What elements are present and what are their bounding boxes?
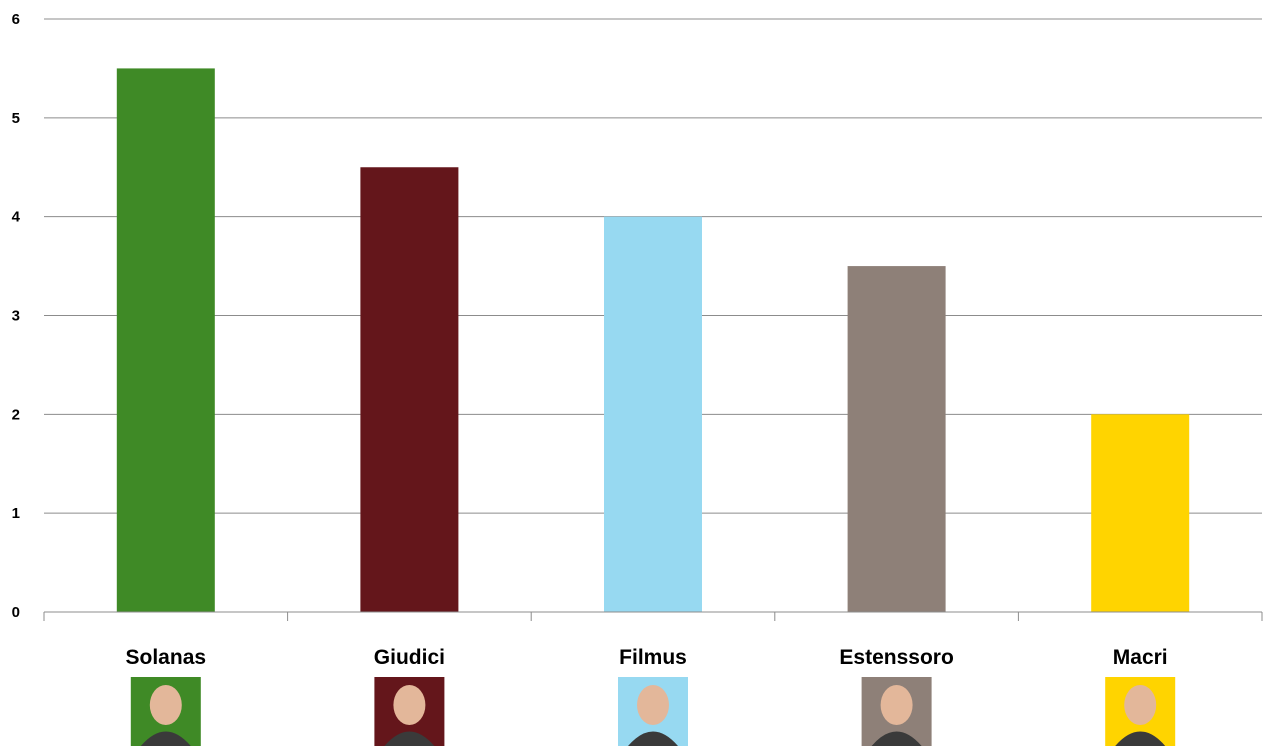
y-tick-label: 3 bbox=[12, 308, 20, 325]
category-label: Solanas bbox=[126, 646, 207, 669]
x-axis bbox=[43, 611, 1263, 621]
portrait-face bbox=[637, 685, 669, 725]
y-tick-label: 2 bbox=[12, 406, 20, 423]
category-label: Estenssoro bbox=[839, 646, 953, 669]
category-labels: Solanas Giudici Filmus Estenssoro Macri bbox=[126, 646, 1168, 669]
portrait-shoulders bbox=[384, 731, 435, 746]
category-portraits bbox=[130, 677, 1176, 746]
y-tick-label: 0 bbox=[12, 604, 20, 621]
category-label: Giudici bbox=[374, 646, 445, 669]
portrait-solanas bbox=[130, 677, 201, 746]
y-tick-label: 4 bbox=[12, 209, 21, 226]
y-axis-tick-labels: 0 1 2 3 4 5 6 bbox=[12, 11, 21, 621]
category-label: Macri bbox=[1113, 646, 1168, 669]
category-label: Filmus bbox=[619, 646, 687, 669]
portrait-shoulders bbox=[628, 731, 678, 746]
portrait-filmus bbox=[618, 677, 688, 746]
portrait-estenssoro bbox=[861, 677, 932, 746]
bar-solanas bbox=[116, 68, 215, 612]
portrait-shoulders bbox=[140, 731, 191, 746]
bar-giudici bbox=[360, 167, 459, 612]
portrait-face bbox=[880, 685, 913, 725]
y-tick-label: 1 bbox=[12, 505, 20, 522]
portrait-face bbox=[393, 685, 426, 725]
portrait-face bbox=[149, 685, 182, 725]
bar-estenssoro bbox=[847, 266, 946, 612]
portrait-shoulders bbox=[871, 731, 922, 746]
portrait-face bbox=[1124, 685, 1157, 725]
y-tick-label: 5 bbox=[12, 110, 20, 127]
y-tick-label: 6 bbox=[12, 11, 20, 28]
portrait-giudici bbox=[374, 677, 445, 746]
portrait-shoulders bbox=[1115, 731, 1166, 746]
bar-filmus bbox=[604, 216, 702, 612]
portrait-macri bbox=[1105, 677, 1176, 746]
bar-macri bbox=[1091, 414, 1190, 612]
bars bbox=[116, 68, 1190, 612]
